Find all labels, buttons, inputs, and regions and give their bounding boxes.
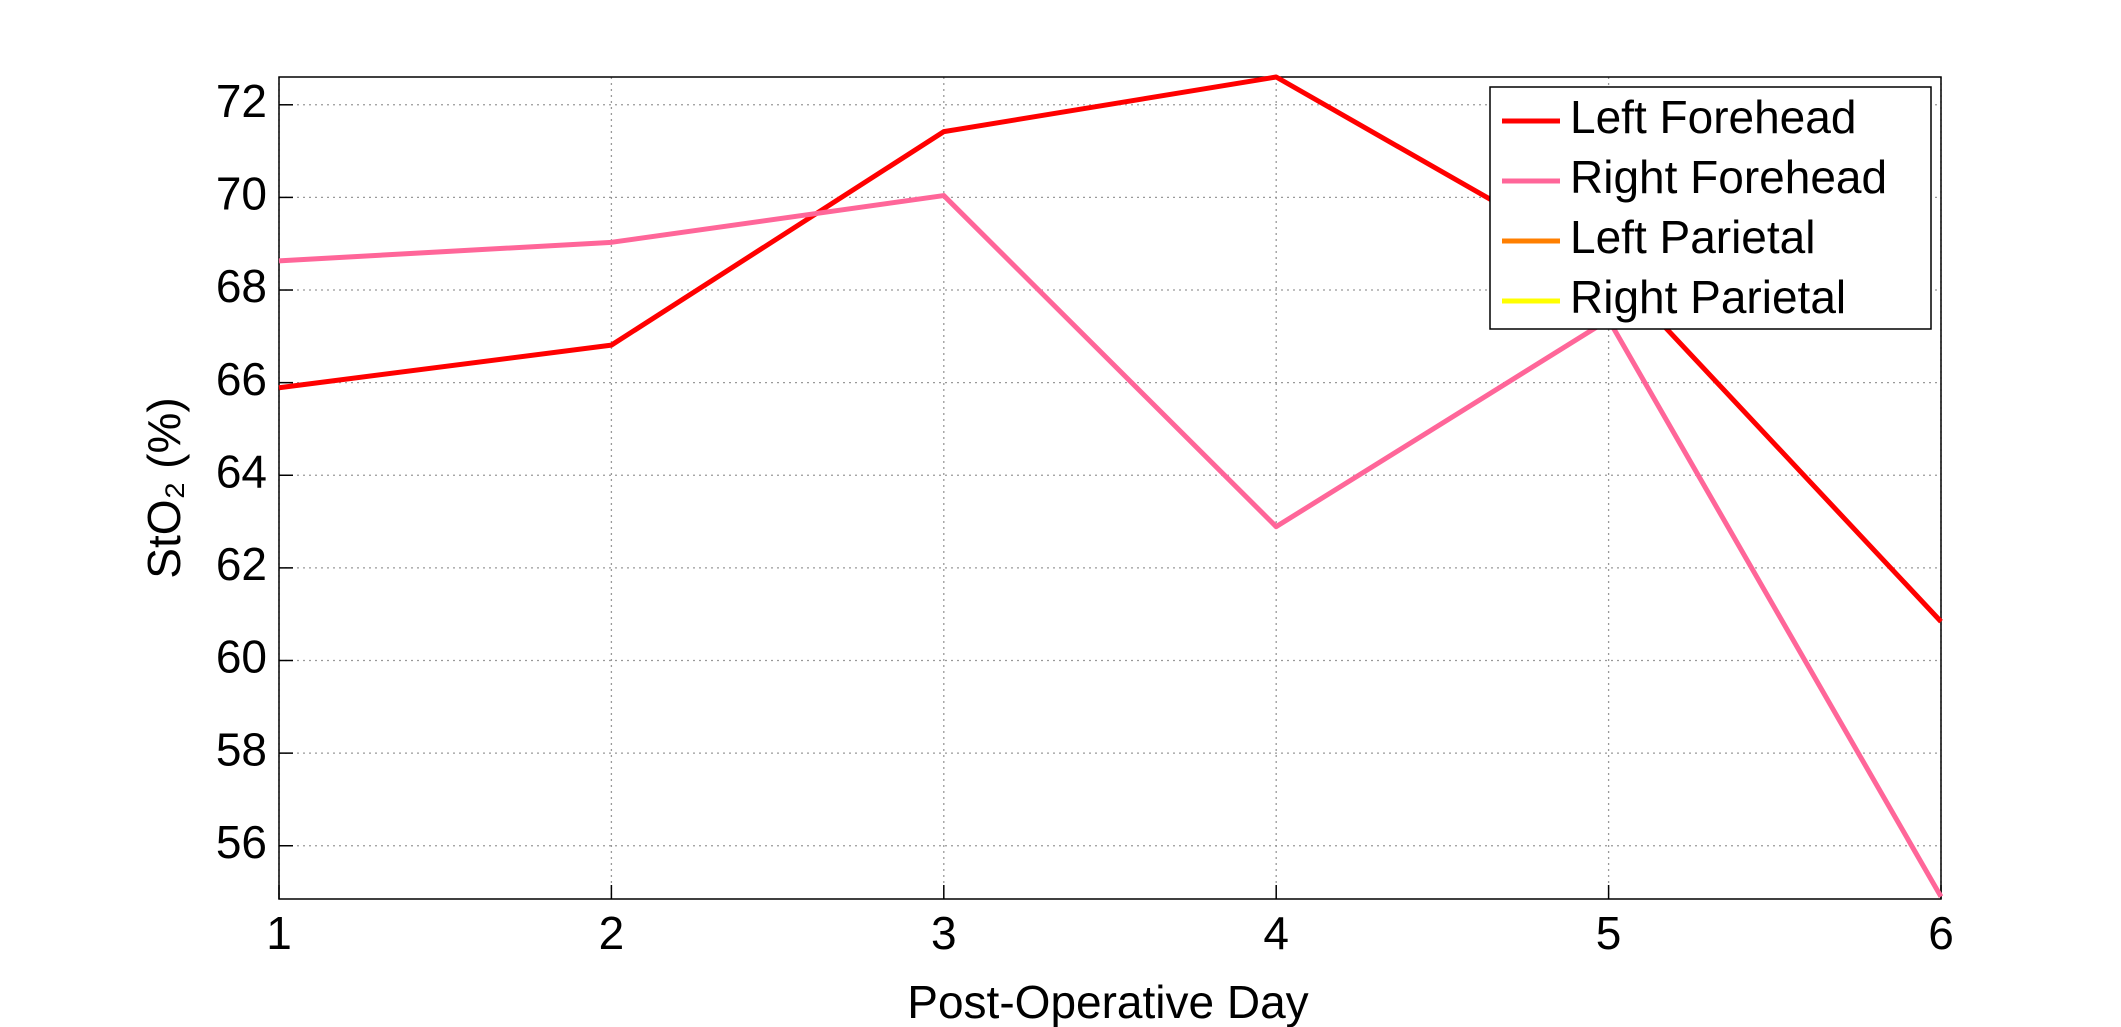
y-tick-label: 64 xyxy=(216,445,267,497)
legend-label: Left Parietal xyxy=(1570,211,1815,263)
legend-box xyxy=(1489,86,1932,330)
legend-label: Right Parietal xyxy=(1570,271,1846,323)
x-tick-label: 2 xyxy=(599,907,625,959)
y-tick-label: 66 xyxy=(216,353,267,405)
legend-label: Right Forehead xyxy=(1570,151,1887,203)
y-tick-label: 72 xyxy=(216,75,267,127)
plot-frame xyxy=(278,76,1942,900)
x-tick-label: 1 xyxy=(266,907,292,959)
x-axis-label: Post-Operative Day xyxy=(907,976,1308,1027)
y-axis-label: StO₂ (%) xyxy=(138,397,190,578)
y-tick-label: 58 xyxy=(216,723,267,775)
y-tick-label: 70 xyxy=(216,168,267,220)
legend-label: Left Forehead xyxy=(1570,91,1856,143)
line-series xyxy=(278,193,1944,898)
x-tick-label: 5 xyxy=(1596,907,1622,959)
y-tick-label: 60 xyxy=(216,631,267,683)
y-tick-label: 68 xyxy=(216,260,267,312)
x-tick-label: 4 xyxy=(1263,907,1289,959)
y-tick-label: 62 xyxy=(216,538,267,590)
y-tick-label: 56 xyxy=(216,816,267,868)
x-tick-label: 3 xyxy=(931,907,957,959)
x-tick-label: 6 xyxy=(1928,907,1954,959)
